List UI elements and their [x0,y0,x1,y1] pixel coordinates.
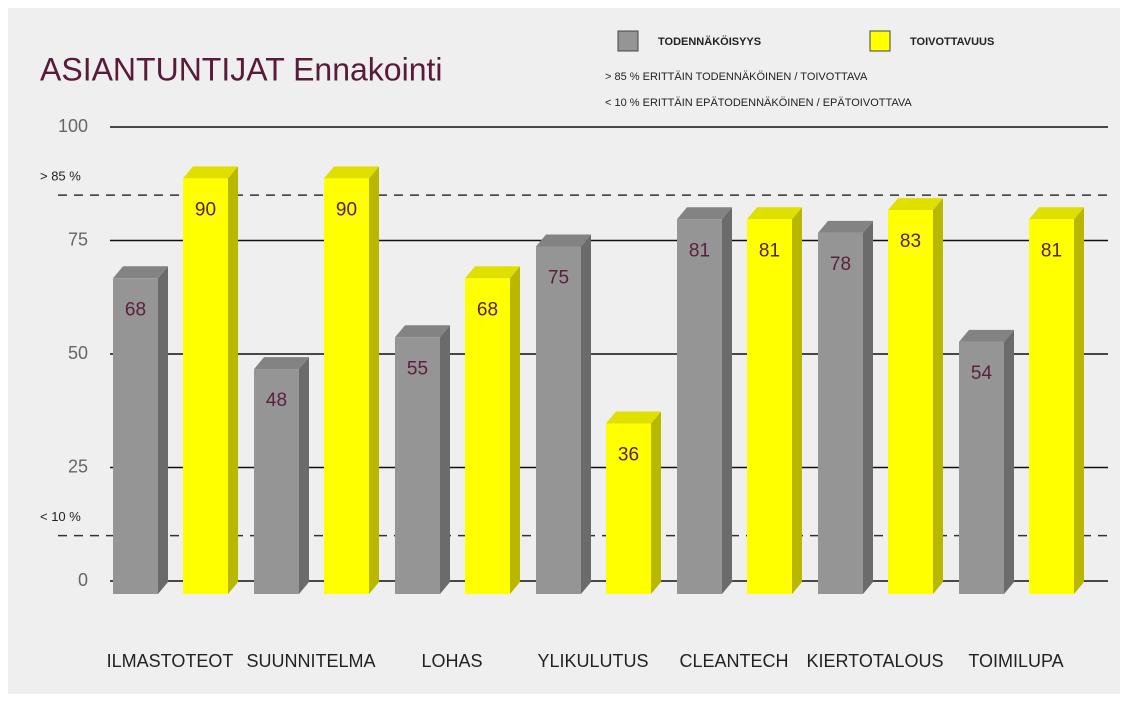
bar [183,166,238,594]
bar-face [183,166,238,179]
x-tick-label: SUUNNITELMA [246,651,375,671]
bar-face [863,220,873,594]
y-tick-label: 25 [68,456,88,476]
note: < 10 % ERITTÄIN EPÄTODENNÄKÖINEN / EPÄTO… [605,97,912,109]
bar-face [747,207,802,220]
value-label: 81 [759,240,780,261]
bar-face [113,266,168,279]
bar-face [395,337,440,594]
bar-face [536,234,591,247]
bar-face [1029,219,1074,594]
bar-face [818,232,863,594]
bar-face [183,178,228,594]
bar-face [440,325,450,594]
bar [465,266,520,594]
value-label: 68 [477,299,498,320]
bar-face [606,423,651,594]
value-label: 55 [407,358,428,379]
bar-face [933,198,943,594]
bar [747,207,802,594]
value-label: 68 [125,299,146,320]
note: > 85 % ERITTÄIN TODENNÄKÖINEN / TOIVOTTA… [605,71,868,83]
bar [395,325,450,594]
bar-face [792,207,802,594]
bar [888,198,943,594]
bar-face [324,166,379,179]
bar-face [254,369,299,594]
bar-face [324,178,369,594]
x-tick-label: KIERTOTALOUS [806,651,943,671]
bar [254,357,309,594]
y-tick-label: 100 [58,116,88,136]
bar-face [581,234,591,594]
bar-face [747,219,792,594]
legend-swatch [869,30,891,52]
bar-face [395,325,450,338]
legend-swatch [617,30,639,52]
bar-face [959,341,1004,594]
x-tick-label: YLIKULUTUS [537,651,648,671]
y-tick-label: 0 [78,570,88,590]
bar [606,411,661,594]
value-label: 78 [830,254,851,275]
x-tick-label: ILMASTOTEOT [107,651,234,671]
bar [324,166,379,594]
value-label: 81 [1041,240,1062,261]
bar-face [510,266,520,594]
reference-label: < 10 % [40,509,81,524]
bar-face [888,210,933,594]
bar [959,329,1014,594]
legend-label: TOIVOTTAVUUS [910,36,994,48]
bar-face [299,357,309,594]
bar-face [465,278,510,594]
value-label: 83 [900,231,921,252]
reference-label: > 85 % [40,169,81,184]
value-label: 81 [689,240,710,261]
bar-face [465,266,520,279]
bar [818,220,873,594]
y-tick-label: 75 [68,229,88,249]
bar [536,234,591,594]
bar-face [1074,207,1084,594]
bar-face [677,207,732,220]
legend-label: TODENNÄKÖISYYS [658,35,761,48]
bar-face [722,207,732,594]
x-tick-label: TOIMILUPA [968,651,1063,671]
x-tick-label: CLEANTECH [679,651,788,671]
x-tick-label: LOHAS [421,651,482,671]
bar-face [369,166,379,594]
value-label: 90 [195,199,216,220]
bar-face [888,198,943,211]
bar-face [606,411,661,424]
bar-face [1029,207,1084,220]
bar [1029,207,1084,594]
bar-face [1004,329,1014,594]
value-label: 54 [971,363,993,384]
bar-face [228,166,238,594]
bar-face [677,219,722,594]
chart-title: ASIANTUNTIJAT Ennakointi [40,51,443,87]
bar-face [536,246,581,594]
y-tick-label: 50 [68,343,88,363]
bar-face [818,220,873,233]
value-label: 48 [266,390,287,411]
bar-face [651,411,661,594]
bar-face [158,266,168,594]
bar-face [113,278,158,594]
bar [113,266,168,594]
bar-face [959,329,1014,342]
value-label: 90 [336,199,357,220]
value-label: 36 [618,445,639,466]
bar-face [254,357,309,370]
bar [677,207,732,594]
value-label: 75 [548,268,569,289]
